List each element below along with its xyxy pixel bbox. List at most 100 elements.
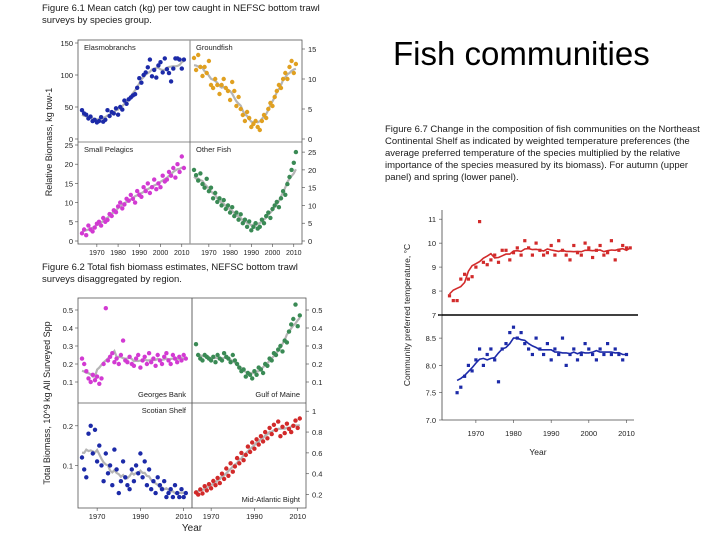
fig61-x-tick-label: 1980 bbox=[222, 250, 238, 257]
fig62-scotian-shelf-trend-line bbox=[81, 447, 187, 495]
fig62-scotian-shelf-point bbox=[97, 443, 102, 448]
fig61-groundfish-point bbox=[230, 79, 235, 85]
fig62-georges-bank-point bbox=[159, 361, 165, 367]
fig62-mid-atlantic-bight-point bbox=[204, 488, 209, 493]
fig61-groundfish-point bbox=[240, 112, 245, 118]
fig62-georges-bank-point bbox=[149, 360, 154, 365]
fig67-autumn-point bbox=[478, 220, 482, 224]
fig62-gulf-of-maine-point bbox=[278, 343, 283, 349]
fig61-x-tick-label: 2000 bbox=[153, 250, 169, 257]
fig67-autumn-point bbox=[609, 239, 613, 243]
fig61-small-pelagics-point bbox=[105, 217, 110, 223]
fig62-mid-atlantic-bight-y-tick-label: 0.6 bbox=[312, 449, 322, 458]
fig67-autumn-point bbox=[594, 248, 598, 252]
fig61-groundfish-point bbox=[191, 55, 197, 61]
fig62-mid-atlantic-bight-point bbox=[256, 442, 261, 447]
fig62-mid-atlantic-bight-point bbox=[289, 429, 294, 435]
fig61-groundfish-point bbox=[283, 70, 288, 76]
fig61-small-pelagics-point bbox=[130, 196, 136, 201]
fig61-other-fish-point bbox=[244, 224, 250, 229]
fig67-spring-point bbox=[485, 352, 489, 357]
fig62-gulf-of-maine-point bbox=[286, 329, 292, 334]
fig61-other-fish-point bbox=[221, 197, 226, 203]
fig61-elasmobranchs-point bbox=[137, 76, 142, 81]
fig61-x-tick-label: 2000 bbox=[265, 250, 281, 257]
fig62-scotian-shelf-point bbox=[88, 423, 93, 428]
fig62-scotian-shelf-y-tick-label: 0.1 bbox=[63, 461, 73, 470]
fig61-x-tick-label: 2010 bbox=[174, 250, 190, 257]
fig67-autumn-point bbox=[587, 246, 591, 250]
fig62-mid-atlantic-bight-point bbox=[208, 486, 214, 491]
fig67-spring-point bbox=[564, 363, 568, 367]
fig62-mid-atlantic-bight-point bbox=[276, 419, 281, 424]
fig62-mid-atlantic-bight-point bbox=[273, 427, 279, 433]
fig67-autumn-point bbox=[459, 277, 463, 281]
fig67-autumn-point bbox=[496, 260, 501, 264]
fig62-scotian-shelf-point bbox=[183, 490, 188, 496]
fig67-spring-point bbox=[463, 374, 467, 378]
fig62-gulf-of-maine-point bbox=[243, 374, 248, 379]
fig62-georges-bank-point bbox=[146, 351, 152, 356]
fig61-groundfish-point bbox=[291, 70, 296, 76]
fig62-georges-bank-point bbox=[79, 356, 85, 361]
fig67-spring-point bbox=[459, 385, 463, 389]
fig62-georges-bank-panel-label: Georges Bank bbox=[138, 390, 186, 399]
fig62-georges-bank-point bbox=[136, 352, 141, 358]
fig61-x-tick-label: 1970 bbox=[201, 250, 217, 257]
fig61-small-pelagics-y-tick-label: 15 bbox=[65, 179, 73, 188]
fig62-gulf-of-maine-point bbox=[276, 347, 281, 352]
fig67-autumn-point bbox=[489, 258, 493, 262]
fig67-autumn-point bbox=[628, 246, 632, 250]
fig62-georges-bank-point bbox=[157, 358, 163, 363]
fig62-scotian-shelf-point bbox=[131, 479, 137, 484]
fig67-spring-point bbox=[527, 347, 531, 351]
fig62-scotian-shelf-point bbox=[82, 467, 87, 472]
fig62-mid-atlantic-bight-point bbox=[284, 421, 290, 426]
fig61-small-pelagics-point bbox=[120, 206, 125, 211]
fig62-scotian-shelf-point bbox=[103, 451, 109, 456]
fig67-autumn-point bbox=[455, 299, 459, 303]
fig62-gulf-of-maine-point bbox=[232, 358, 238, 363]
fig67-spring-point bbox=[613, 347, 617, 351]
fig61-elasmobranchs-point bbox=[132, 92, 138, 97]
fig67-autumn-point bbox=[508, 258, 512, 262]
fig67-spring-y-tick-label: 7.5 bbox=[426, 389, 436, 398]
fig61-elasmobranchs-point bbox=[143, 70, 148, 75]
fig62-gulf-of-maine-point bbox=[293, 302, 298, 307]
fig61-small-pelagics-point bbox=[113, 210, 119, 215]
fig61-small-pelagics-point bbox=[101, 215, 106, 221]
fig62-scotian-shelf-point bbox=[94, 459, 100, 464]
fig62-gulf-of-maine-point bbox=[193, 342, 199, 347]
fig61-small-pelagics-point bbox=[115, 204, 121, 209]
fig62-y-axis-label: Total Biomass, 10^9 kg All Surveyed Spp bbox=[42, 321, 52, 484]
fig61-elasmobranchs-point bbox=[124, 101, 129, 107]
fig62-georges-bank-point bbox=[142, 354, 147, 359]
fig61-groundfish-point bbox=[259, 118, 265, 124]
fig67-autumn-point bbox=[523, 239, 527, 243]
fig62-georges-bank-point bbox=[138, 365, 143, 370]
fig61-small-pelagics-point bbox=[128, 192, 133, 198]
fig67-spring-y-tick-label: 8.0 bbox=[426, 361, 436, 370]
fig67-spring-point bbox=[481, 363, 485, 367]
fig61-other-fish-point bbox=[200, 181, 205, 187]
fig62-georges-bank-point bbox=[112, 360, 117, 365]
fig62-scotian-shelf-point bbox=[127, 487, 132, 492]
fig61-small-pelagics-point bbox=[81, 227, 87, 232]
fig62-gulf-of-maine-point bbox=[219, 358, 225, 363]
fig61-small-pelagics-point bbox=[126, 198, 131, 203]
fig67-autumn-point bbox=[545, 251, 549, 255]
fig67-autumn-y-tick-label: 10 bbox=[428, 239, 436, 248]
fig62-mid-atlantic-bight-point bbox=[267, 425, 272, 431]
fig61-other-fish-point bbox=[251, 224, 256, 229]
fig62-georges-bank-point bbox=[114, 356, 119, 361]
fig67-spring-point bbox=[598, 347, 602, 351]
fig61-groundfish-point bbox=[193, 67, 199, 73]
fig61-groundfish-panel-label: Groundfish bbox=[196, 43, 233, 52]
fig62-georges-bank-point bbox=[162, 354, 167, 359]
fig61-other-fish-y-tick-label: 5 bbox=[308, 219, 312, 228]
fig67-spring-point bbox=[591, 352, 595, 357]
fig62-scotian-shelf-point bbox=[92, 427, 98, 432]
fig61-other-fish-point bbox=[270, 206, 275, 212]
fig61-elasmobranchs-point bbox=[168, 79, 174, 84]
fig67-spring-point bbox=[474, 358, 478, 362]
